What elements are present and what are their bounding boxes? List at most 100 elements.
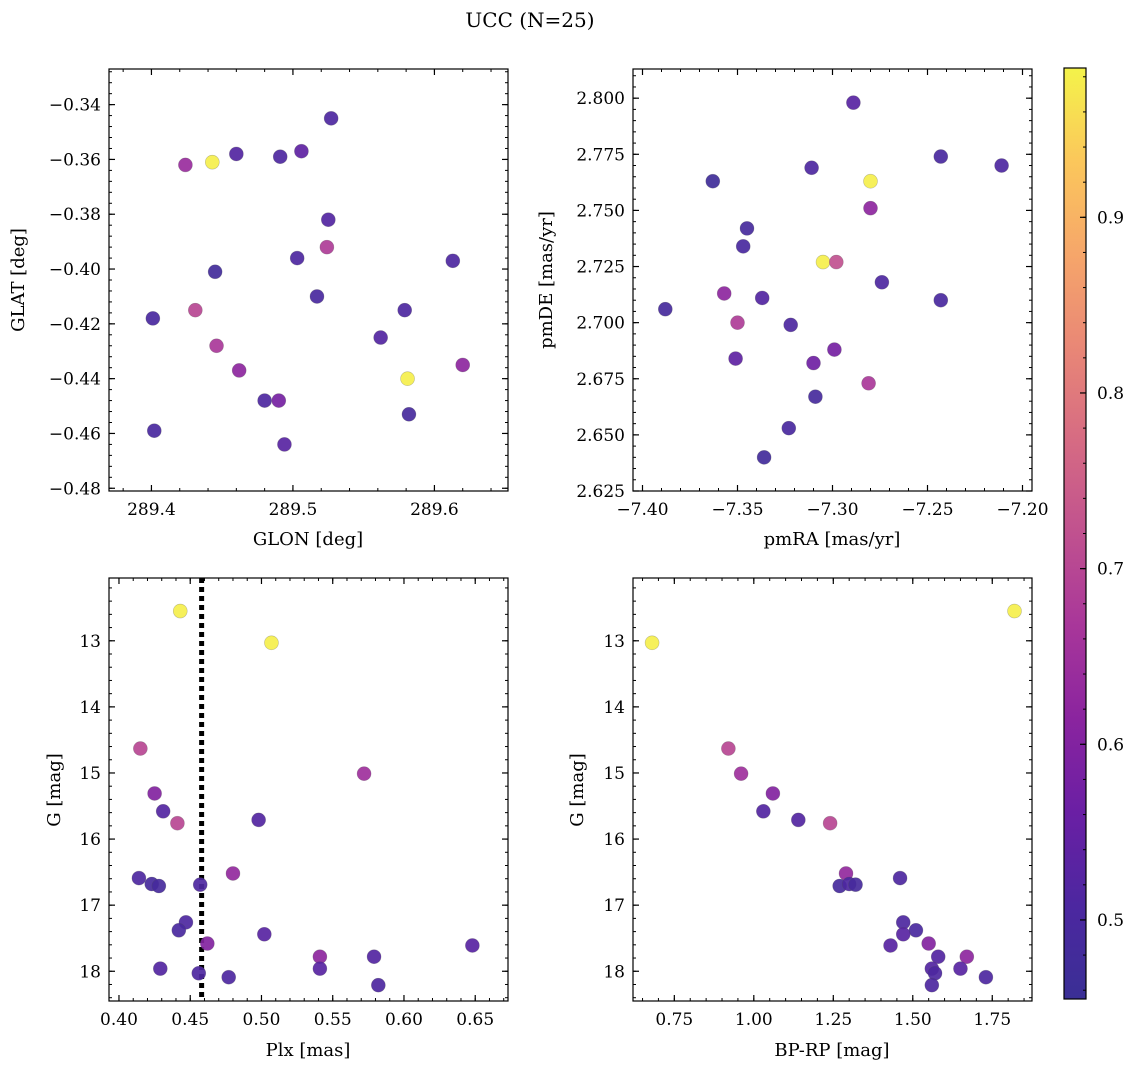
scatter-point [730, 315, 745, 330]
scatter-point [721, 741, 736, 756]
scatter-point [791, 812, 806, 828]
axes-frame [108, 68, 509, 492]
y-tick-label: 17 [603, 896, 625, 916]
scatter-point [848, 877, 863, 892]
scatter-point [781, 420, 797, 436]
x-tick-label: 289.6 [410, 500, 459, 520]
scatter-point [455, 357, 471, 373]
scatter-point [863, 173, 878, 189]
y-tick-label: 13 [79, 632, 101, 652]
y-tick-label: 2.625 [576, 482, 625, 502]
x-tick-label: 0.45 [171, 1010, 209, 1030]
scatter-point [765, 786, 781, 801]
scatter-point [231, 363, 247, 378]
scatter-point [401, 406, 417, 422]
scatter-point [170, 815, 185, 831]
scatter-point [933, 149, 949, 164]
scatter-point [808, 389, 823, 405]
scatter-point [892, 870, 908, 886]
scatter-point [921, 936, 936, 951]
scatter-point [804, 160, 819, 176]
x-tick-label: 1.50 [894, 1010, 932, 1030]
colorbar-tick-label: 0.5 [1097, 911, 1124, 931]
scatter-point [783, 317, 799, 333]
scatter-point [895, 926, 911, 942]
y-tick-label: 14 [79, 698, 101, 718]
axes-frame [632, 68, 1033, 492]
scatter-point [191, 965, 207, 981]
scatter-point [933, 292, 949, 308]
scatter-point [863, 200, 878, 216]
x-axis-label: Plx [mas] [266, 1040, 351, 1061]
y-tick-label: 2.650 [576, 426, 625, 446]
scatter-point [145, 311, 161, 326]
y-tick-label: −0.42 [49, 315, 101, 335]
y-axis-label: G [mag] [44, 753, 65, 826]
colorbar-tick-label: 0.7 [1097, 560, 1124, 580]
scatter-point [815, 254, 831, 270]
scatter-point [733, 766, 749, 781]
scatter-point [978, 969, 994, 985]
axes-frame [108, 577, 509, 1002]
colorbar: 0.5 0.6 0.7 0.8 0.9 [1063, 67, 1124, 1000]
scatter-point [257, 393, 272, 408]
scatter-point [861, 375, 876, 391]
scatter-point [192, 877, 208, 892]
scatter-point [371, 977, 386, 993]
scatter-point [756, 450, 772, 465]
scatter-point [827, 342, 842, 357]
x-axis-label: BP-RP [mag] [774, 1040, 889, 1061]
scatter-panel-3: 0.40 0.45 0.50 0.55 0.60 0.65 13 14 15 16 17 18 Plx … [44, 577, 509, 1061]
scatter-point [312, 961, 328, 976]
x-tick-label: 0.40 [100, 1010, 138, 1030]
y-tick-label: 14 [603, 698, 625, 718]
scatter-point [277, 437, 292, 452]
y-tick-label: −0.40 [49, 260, 101, 280]
scatter-point [806, 355, 821, 371]
y-tick-label: 2.700 [576, 314, 625, 334]
scatter-point [289, 250, 305, 266]
scatter-point [716, 286, 732, 301]
y-axis-label: GLAT [deg] [8, 228, 29, 332]
x-tick-label: 0.65 [456, 1010, 494, 1030]
scatter-point [155, 804, 171, 819]
y-tick-label: 18 [79, 962, 101, 982]
y-tick-label: 2.775 [576, 145, 625, 165]
x-tick-label: −7.40 [616, 500, 668, 520]
y-tick-label: −0.44 [49, 370, 101, 390]
scatter-point [874, 274, 890, 290]
scatter-point [188, 302, 203, 318]
colorbar-tick-label: 0.8 [1097, 384, 1124, 404]
colorbar-tick-label: 0.6 [1097, 735, 1124, 755]
x-tick-label: 1.00 [735, 1010, 773, 1030]
x-tick-label: 1.75 [973, 1010, 1011, 1030]
scatter-point [644, 635, 660, 651]
scatter-point [657, 301, 673, 317]
y-tick-label: 13 [603, 632, 625, 652]
y-tick-label: −0.34 [49, 96, 101, 116]
scatter-point [221, 969, 236, 985]
y-tick-label: −0.46 [49, 424, 101, 444]
scatter-point [445, 253, 461, 269]
scatter-point [294, 143, 309, 159]
x-tick-label: 0.60 [385, 1010, 423, 1030]
x-tick-label: −7.20 [996, 500, 1048, 520]
x-tick-label: −7.30 [806, 500, 858, 520]
y-tick-label: 16 [603, 830, 625, 850]
scatter-point [828, 254, 844, 270]
scatter-point [200, 936, 215, 951]
x-tick-label: 0.75 [655, 1010, 693, 1030]
scatter-point [924, 977, 940, 993]
axes-frame [632, 577, 1033, 1002]
scatter-point [257, 926, 272, 942]
scatter-point [373, 330, 388, 345]
scatter-point [465, 938, 480, 953]
scatter-point [251, 812, 266, 828]
x-tick-label: 289.5 [269, 500, 318, 520]
scatter-point [728, 351, 743, 366]
scatter-point [171, 922, 187, 938]
y-tick-label: −0.48 [49, 479, 101, 499]
scatter-point [151, 878, 167, 894]
scatter-point [953, 961, 968, 976]
scatter-point [754, 290, 770, 306]
